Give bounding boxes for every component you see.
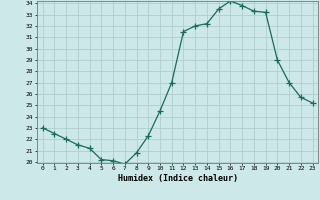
- X-axis label: Humidex (Indice chaleur): Humidex (Indice chaleur): [118, 174, 237, 183]
